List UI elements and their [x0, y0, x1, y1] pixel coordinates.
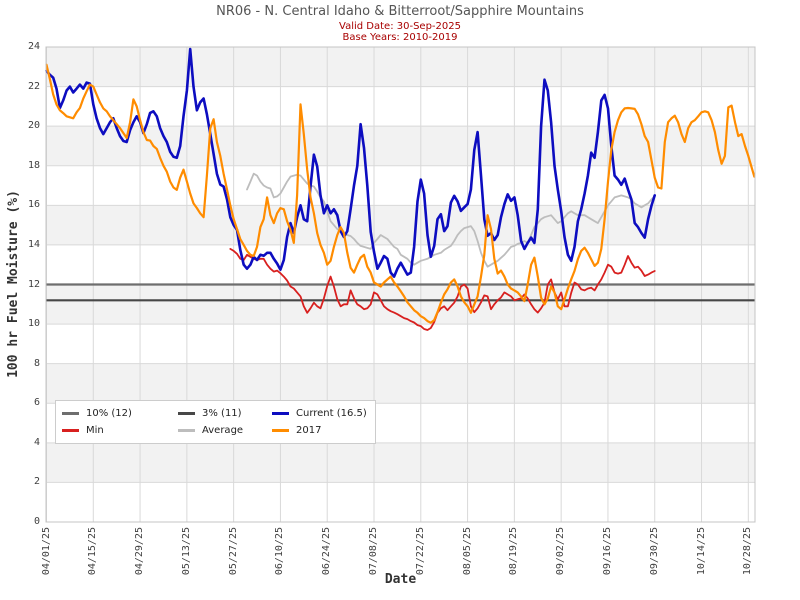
- y-tick-label: 4: [33, 436, 40, 448]
- legend-swatch: [62, 412, 79, 415]
- series-min: [229, 247, 656, 331]
- legend-box: 10% (12) Min 3% (11) Average Current (16.5) 2…: [55, 400, 376, 444]
- x-tick-label: 05/27/25: [227, 527, 239, 576]
- legend-swatch: [62, 429, 79, 432]
- legend-label: Current (16.5): [296, 408, 367, 419]
- legend-label: 10% (12): [86, 408, 132, 419]
- y-tick-label: 14: [27, 238, 40, 250]
- valid-date-label: Valid Date: 30-Sep-2025: [339, 21, 461, 32]
- y-tick-label: 8: [33, 357, 40, 369]
- x-tick-label: 07/22/25: [414, 527, 426, 576]
- y-tick-label: 0: [33, 516, 40, 527]
- y-tick-label: 20: [27, 120, 40, 132]
- legend-item: 2017: [272, 422, 367, 439]
- legend-item: 3% (11): [178, 405, 272, 422]
- plot-frame: [45, 46, 756, 523]
- legend-label: 2017: [296, 425, 322, 436]
- x-tick-label: 06/10/25: [274, 527, 286, 576]
- x-tick-label: 04/15/25: [87, 527, 99, 576]
- background-band: [46, 363, 755, 404]
- y-tick-label: 22: [27, 80, 40, 92]
- background-band: [46, 442, 755, 483]
- legend-label: 3% (11): [202, 408, 242, 419]
- legend-label: Min: [86, 425, 104, 436]
- series-2017: [45, 63, 756, 324]
- y-tick-label: 2: [33, 476, 40, 488]
- x-tick-label: 09/02/25: [555, 527, 567, 576]
- legend-swatch: [178, 412, 195, 415]
- x-tick-label: 09/16/25: [601, 527, 613, 576]
- x-axis-label: Date: [384, 572, 417, 587]
- y-tick-label: 12: [27, 278, 40, 290]
- legend-item: Min: [62, 422, 178, 439]
- x-tick-label: 06/24/25: [321, 527, 333, 576]
- x-tick-label: 07/08/25: [368, 527, 380, 576]
- y-tick-label: 6: [33, 397, 40, 409]
- x-tick-label: 10/14/25: [695, 527, 707, 576]
- legend-item: Current (16.5): [272, 405, 367, 422]
- base-years-label: Base Years: 2010-2019: [342, 32, 458, 43]
- legend-swatch: [272, 412, 289, 415]
- x-tick-label: 04/29/25: [134, 527, 146, 576]
- background-band: [46, 47, 755, 87]
- series-current-16-5-: [45, 47, 657, 278]
- x-tick-label: 05/13/25: [180, 527, 192, 576]
- x-tick-label: 10/28/25: [742, 527, 754, 576]
- x-tick-label: 08/19/25: [508, 527, 520, 576]
- y-tick-label: 10: [27, 318, 40, 330]
- chart-title: NR06 - N. Central Idaho & Bitterroot/Sap…: [216, 4, 584, 19]
- y-tick-label: 24: [27, 41, 40, 52]
- legend-swatch: [272, 429, 289, 432]
- x-tick-label: 04/01/25: [40, 527, 52, 576]
- legend-swatch: [178, 429, 195, 432]
- x-tick-label: 08/05/25: [461, 527, 473, 576]
- x-tick-label: 09/30/25: [648, 527, 660, 576]
- y-tick-label: 16: [27, 199, 40, 211]
- legend-item: 10% (12): [62, 405, 178, 422]
- background-band: [46, 126, 755, 166]
- y-tick-label: 18: [27, 159, 40, 171]
- series-average: [246, 172, 656, 268]
- background-band: [46, 205, 755, 245]
- legend-item: Average: [178, 422, 272, 439]
- legend-label: Average: [202, 425, 244, 436]
